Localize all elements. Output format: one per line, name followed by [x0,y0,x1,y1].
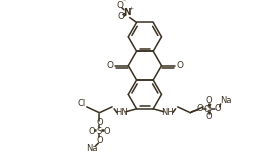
Text: O: O [206,112,212,121]
Text: S: S [97,127,102,136]
Text: O: O [96,136,103,145]
Text: O: O [107,61,114,70]
Text: Na: Na [220,95,231,105]
Text: O: O [176,61,183,70]
Text: O: O [197,104,204,113]
Text: O: O [88,127,95,136]
Text: HN: HN [116,108,128,117]
Text: O: O [206,97,212,105]
Text: O: O [117,12,124,21]
Text: NH: NH [162,108,174,117]
Text: N: N [123,8,130,17]
Text: O: O [104,127,111,136]
Text: Na: Na [86,144,97,153]
Text: O: O [214,104,221,113]
Text: O: O [116,1,123,10]
Text: ⁻: ⁻ [122,0,125,5]
Text: Cl: Cl [78,99,86,108]
Text: Cl: Cl [204,105,212,114]
Text: +: + [128,6,133,11]
Text: S: S [206,104,212,113]
Text: O: O [96,118,103,127]
